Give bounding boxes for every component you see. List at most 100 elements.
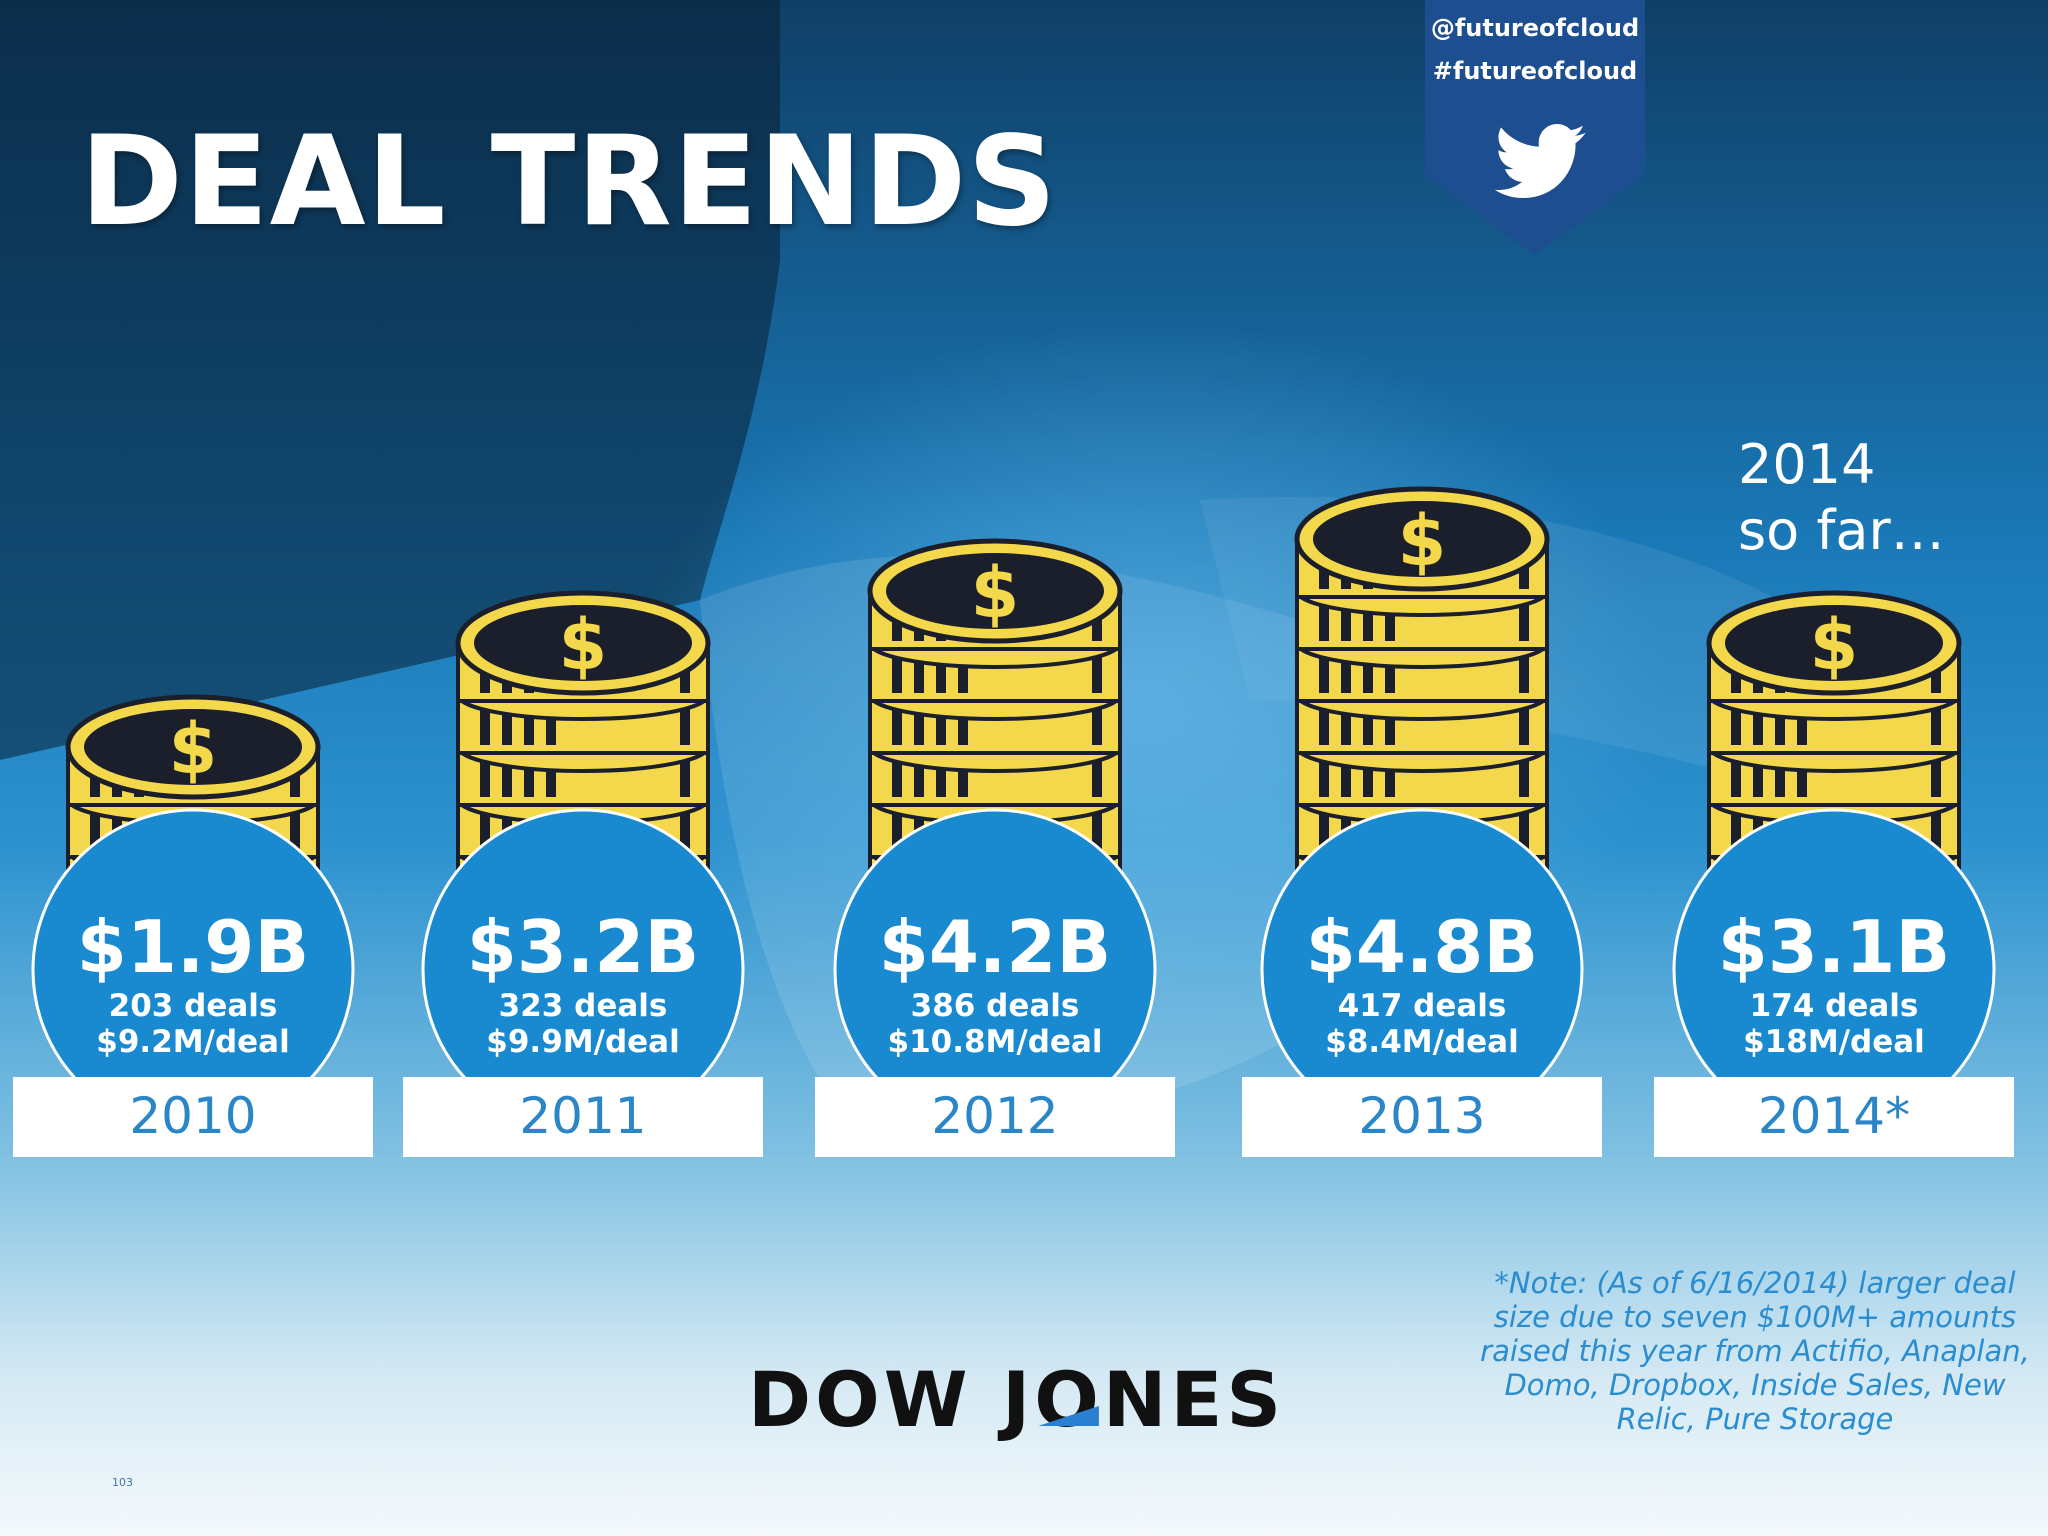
coin-edge-stripe — [892, 811, 902, 849]
deals-count-label: 386 deals — [911, 988, 1080, 1024]
bar-value-label: $1.9B — [77, 905, 310, 989]
slide-title: DEAL TRENDS — [80, 110, 1058, 254]
bar-value-label: $3.2B — [467, 905, 700, 989]
logo-text-start: DOW J — [748, 1355, 1035, 1444]
coin-edge-stripe — [1519, 603, 1529, 641]
coin-edge-stripe — [1092, 759, 1102, 797]
coin-edge-stripe — [1092, 655, 1102, 693]
x-tick-label: 2014* — [1758, 1087, 1910, 1145]
coin-edge-stripe — [1753, 759, 1763, 797]
coin-edge-stripe — [1092, 707, 1102, 745]
coin-edge-stripe — [1797, 759, 1807, 797]
twitter-bird-icon — [1495, 124, 1586, 199]
coin-top-inner — [474, 605, 692, 681]
deals-count-label: 323 deals — [499, 988, 668, 1024]
coin-edge-stripe — [914, 759, 924, 797]
coin-top-inner — [1725, 605, 1943, 681]
year-label-box — [403, 1077, 763, 1157]
coin-edge-stripe — [1341, 759, 1351, 797]
coin-edge-stripe — [1931, 811, 1941, 849]
twitter-handle: @futureofcloud — [1430, 14, 1640, 42]
coin-edge-stripe — [936, 707, 946, 745]
coin-edge-stripe — [1519, 759, 1529, 797]
coin-edge-stripe — [914, 655, 924, 693]
coin-edge-stripe — [1341, 707, 1351, 745]
coin-edge-stripe — [1931, 707, 1941, 745]
coin-edge-stripe — [1363, 655, 1373, 693]
logo-text-end: NES — [1102, 1355, 1286, 1444]
logo-o-letter: O — [1034, 1355, 1103, 1444]
coin-edge-stripe — [1775, 707, 1785, 745]
coin-edge-stripe — [546, 707, 556, 745]
coin-edge-stripe — [480, 811, 490, 849]
dollar-sign-icon: $ — [1810, 604, 1859, 686]
coin-edge-stripe — [914, 707, 924, 745]
coin-top-inner — [1313, 501, 1531, 577]
x-tick-label: 2013 — [1358, 1087, 1485, 1145]
coin-edge-stripe — [90, 811, 100, 849]
x-tick-label: 2010 — [129, 1087, 256, 1145]
per-deal-label: $10.8M/deal — [888, 1024, 1103, 1060]
coin-edge-stripe — [1931, 759, 1941, 797]
coin-edge-stripe — [680, 707, 690, 745]
coin-edge-stripe — [1341, 655, 1351, 693]
coin-edge-stripe — [1319, 811, 1329, 849]
dollar-sign-icon: $ — [169, 708, 218, 790]
coin-edge-stripe — [502, 707, 512, 745]
coin-edge-stripe — [1319, 759, 1329, 797]
bar-value-label: $4.8B — [1306, 905, 1539, 989]
coin-edge-stripe — [1731, 759, 1741, 797]
coin-edge-stripe — [1385, 759, 1395, 797]
bar-value-label: $3.1B — [1718, 905, 1951, 989]
coin-edge-stripe — [1341, 603, 1351, 641]
dollar-sign-icon: $ — [971, 552, 1020, 634]
year-to-date-annotation: 2014 so far… — [1738, 432, 1945, 564]
coin-edge-stripe — [1731, 707, 1741, 745]
coin-edge-stripe — [524, 759, 534, 797]
year-label-box — [13, 1077, 373, 1157]
coin-edge-stripe — [480, 707, 490, 745]
coin-edge-stripe — [936, 655, 946, 693]
coin-edge-stripe — [1319, 707, 1329, 745]
coin-top-inner — [886, 553, 1104, 629]
coin-edge-stripe — [290, 811, 300, 849]
year-label-box — [1242, 1077, 1602, 1157]
x-tick-label: 2012 — [931, 1087, 1058, 1145]
coin-edge-stripe — [680, 811, 690, 849]
deals-count-label: 203 deals — [109, 988, 278, 1024]
coin-edge-stripe — [892, 707, 902, 745]
x-tick-label: 2011 — [519, 1087, 646, 1145]
per-deal-label: $8.4M/deal — [1325, 1024, 1518, 1060]
dow-jones-logo: DOW JONES — [748, 1362, 1285, 1438]
page-number: 103 — [112, 1476, 133, 1489]
twitter-ribbon — [1425, 0, 1645, 255]
coin-edge-stripe — [958, 707, 968, 745]
coin-edge-stripe — [524, 707, 534, 745]
coin-edge-stripe — [936, 759, 946, 797]
twitter-hashtag: #futureofcloud — [1432, 57, 1638, 85]
coin-edge-stripe — [1385, 707, 1395, 745]
deals-count-label: 174 deals — [1750, 988, 1919, 1024]
coin-edge-stripe — [1385, 655, 1395, 693]
coin-edge-stripe — [1519, 707, 1529, 745]
coin-edge-stripe — [1731, 811, 1741, 849]
per-deal-label: $9.9M/deal — [486, 1024, 679, 1060]
per-deal-label: $18M/deal — [1743, 1024, 1925, 1060]
coin-edge-stripe — [1775, 759, 1785, 797]
ribbon-shape — [1425, 0, 1645, 255]
coin-edge-stripe — [680, 759, 690, 797]
bar-value-label: $4.2B — [879, 905, 1112, 989]
coin-edge-stripe — [1519, 811, 1529, 849]
footnote: *Note: (As of 6/16/2014) larger deal siz… — [1480, 1266, 2030, 1436]
coin-edge-stripe — [1797, 707, 1807, 745]
coin-edge-stripe — [958, 759, 968, 797]
coin-top-inner — [84, 709, 302, 785]
coin-edge-stripe — [1319, 655, 1329, 693]
coin-edge-stripe — [546, 759, 556, 797]
coin-edge-stripe — [1319, 603, 1329, 641]
coin-edge-stripe — [892, 759, 902, 797]
year-label-box — [815, 1077, 1175, 1157]
coin-edge-stripe — [1753, 707, 1763, 745]
coin-edge-stripe — [1519, 655, 1529, 693]
